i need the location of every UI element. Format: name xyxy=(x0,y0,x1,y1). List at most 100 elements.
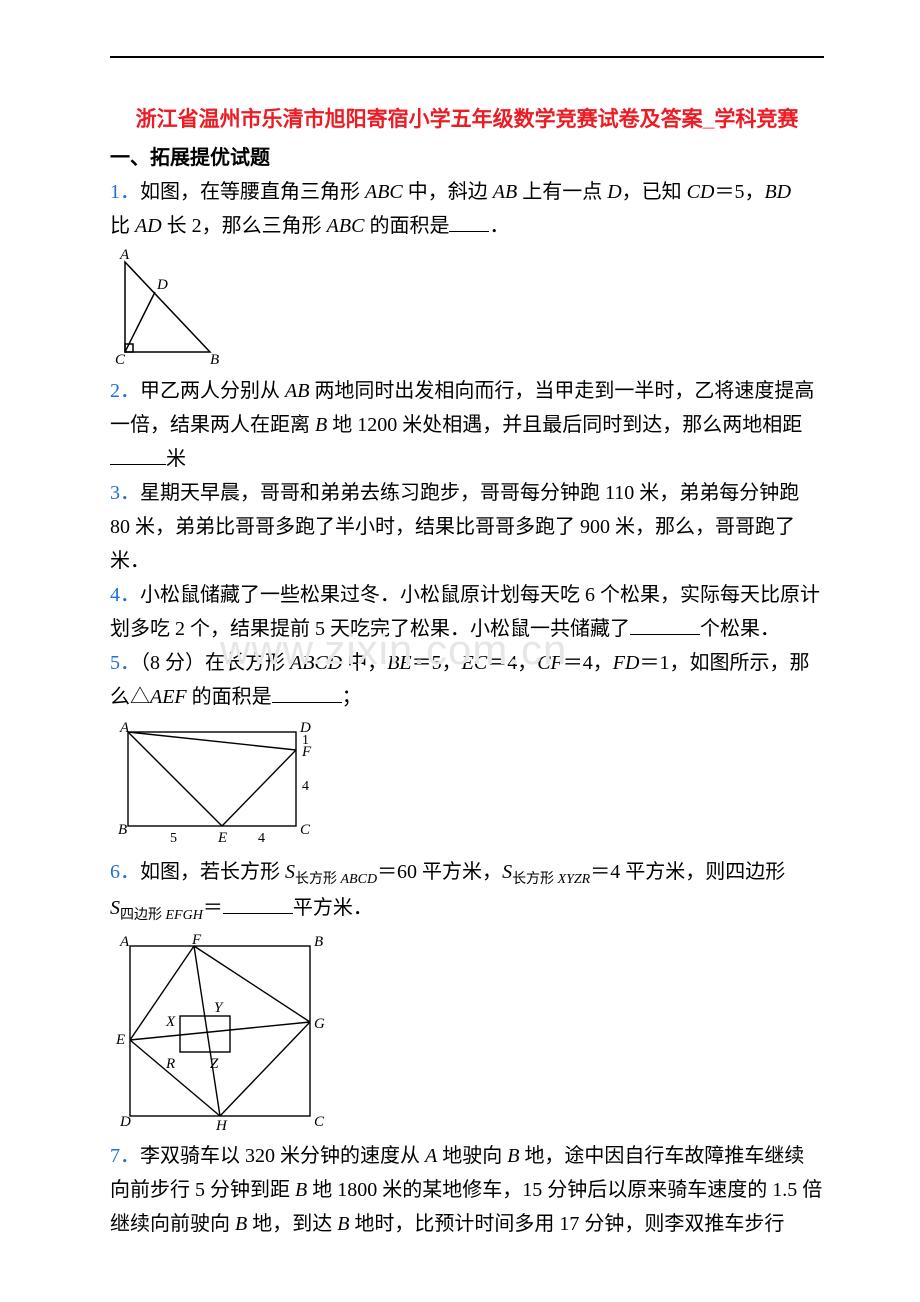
q1-t7: 的面积是 xyxy=(364,215,449,237)
q1-fig-A: A xyxy=(119,247,130,263)
q7-a: A xyxy=(425,1145,437,1167)
q6-s3a: S xyxy=(110,897,120,919)
q7-t2: 地驶向 xyxy=(437,1145,507,1167)
q6-fig-A: A xyxy=(119,934,130,950)
q5-t4: 的面积是 xyxy=(187,686,272,708)
q7-t5: 地，到达 xyxy=(247,1213,337,1235)
q7-b3: B xyxy=(235,1213,247,1235)
q3-num: 3． xyxy=(110,482,140,504)
q6-blank xyxy=(223,894,293,914)
q7-b: B xyxy=(507,1145,519,1167)
q6-fig-G: G xyxy=(314,1016,325,1032)
q5-fig-n4b: 4 xyxy=(258,831,265,846)
q2-t3: 地 1200 米处相遇，并且最后同时到达，那么两地相距 xyxy=(327,414,802,436)
q6-efgh: EFGH xyxy=(166,908,203,923)
q7-t1: 李双骑车以 320 米分钟的速度从 xyxy=(140,1145,425,1167)
q6-v1: ＝60 平方米， xyxy=(377,861,502,883)
q1-t1: 如图，在等腰直角三角形 xyxy=(140,181,365,203)
q2-blank xyxy=(110,445,166,465)
q6-figure: A B C D E F G H X Y Z R xyxy=(110,932,824,1137)
q1-t2: 中，斜边 xyxy=(403,181,493,203)
q5-pts: （8 分） xyxy=(140,652,205,674)
q6-s2a: S xyxy=(502,861,512,883)
q5-figure: A D B C E F 1 4 5 4 xyxy=(110,718,824,853)
q1-fig-B: B xyxy=(210,352,219,367)
q1-t5: 比 xyxy=(110,215,135,237)
question-7: 7．李双骑车以 320 米分钟的速度从 A 地驶向 B 地，途中因自行车故障推车… xyxy=(110,1139,824,1241)
question-2: 2．甲乙两人分别从 AB 两地同时出发相向而行，当甲走到一半时，乙将速度提高一倍… xyxy=(110,374,824,476)
q6-s3b: 四边形 xyxy=(120,908,166,923)
q5-aef: AEF xyxy=(150,686,187,708)
question-5: 5．（8 分）在长方形 ABCD 中，BE＝5，EC＝4，CF＝4，FD＝1，如… xyxy=(110,646,824,714)
q1-dot: ． xyxy=(489,215,509,237)
q6-s1b: 长方形 xyxy=(295,872,341,887)
page-title: 浙江省温州市乐清市旭阳寄宿小学五年级数学竞赛试卷及答案_学科竞赛 xyxy=(110,104,824,137)
q5-fig-n1: 1 xyxy=(302,733,309,748)
top-rule xyxy=(110,56,824,58)
q6-fig-D: D xyxy=(119,1114,131,1130)
q1-t4: ，已知 xyxy=(622,181,687,203)
q1-ab: AB xyxy=(493,181,517,203)
q7-num: 7． xyxy=(110,1145,140,1167)
q6-fig-H: H xyxy=(215,1118,228,1132)
q6-s2b: 长方形 xyxy=(512,872,558,887)
q1-ad: AD xyxy=(135,215,162,237)
question-4: 4．小松鼠储藏了一些松果过冬．小松鼠原计划每天吃 6 个松果，实际每天比原计划多… xyxy=(110,578,824,646)
q5-ec: EC xyxy=(462,652,488,674)
q5-semi: ； xyxy=(342,686,362,708)
q5-fig-B: B xyxy=(118,822,127,838)
q5-fig-A: A xyxy=(119,720,130,736)
q6-fig-B: B xyxy=(314,934,323,950)
q1-d: D xyxy=(607,181,621,203)
q6-abcd: ABCD xyxy=(341,872,378,887)
q1-num: 1． xyxy=(110,181,140,203)
q6-xyzr: XYZR xyxy=(558,872,591,887)
question-3: 3．星期天早晨，哥哥和弟弟去练习跑步，哥哥每分钟跑 110 米，弟弟每分钟跑 8… xyxy=(110,476,824,578)
question-6: 6．如图，若长方形 S长方形 ABCD＝60 平方米，S长方形 XYZR＝4 平… xyxy=(110,855,824,929)
q7-b2: B xyxy=(295,1179,307,1201)
q6-eq: ＝ xyxy=(203,897,223,919)
q1-t3: 上有一点 xyxy=(517,181,607,203)
q1-eq5: ＝5， xyxy=(714,181,764,203)
q5-fig-C: C xyxy=(300,822,311,838)
q5-fig-n5: 5 xyxy=(170,831,177,846)
q6-t1: 如图，若长方形 xyxy=(140,861,285,883)
q6-s1a: S xyxy=(285,861,295,883)
q5-num: 5． xyxy=(110,652,140,674)
q1-abc: ABC xyxy=(365,181,403,203)
q5-v2: ＝4， xyxy=(487,652,537,674)
section-heading: 一、拓展提优试题 xyxy=(110,141,824,175)
q6-fig-X: X xyxy=(165,1014,176,1030)
q4-num: 4． xyxy=(110,584,140,606)
q5-fig-E: E xyxy=(217,830,227,846)
q5-v1: ＝5， xyxy=(412,652,462,674)
q5-abcd: ABCD xyxy=(290,652,342,674)
q1-blank xyxy=(449,212,489,232)
q5-t1: 在长方形 xyxy=(205,652,290,674)
q1-figure: A D C B xyxy=(110,247,824,372)
q2-ab: AB xyxy=(285,380,309,402)
q1-t6: 长 2，那么三角形 xyxy=(162,215,327,237)
q6-fig-R: R xyxy=(165,1056,175,1072)
q5-fd: FD xyxy=(613,652,640,674)
q5-cf: CF xyxy=(537,652,563,674)
q1-fig-D: D xyxy=(156,277,168,293)
q5-be: BE xyxy=(387,652,411,674)
q6-fig-Y: Y xyxy=(214,1000,224,1016)
q2-t1: 甲乙两人分别从 xyxy=(140,380,285,402)
q6-num: 6． xyxy=(110,861,140,883)
q2-b: B xyxy=(315,414,327,436)
q1-cd: CD xyxy=(687,181,715,203)
q5-blank xyxy=(272,683,342,703)
question-1: 1．如图，在等腰直角三角形 ABC 中，斜边 AB 上有一点 D，已知 CD＝5… xyxy=(110,175,824,243)
q5-v4: ＝1， xyxy=(639,652,689,674)
q6-v2: ＝4 平方米，则四边形 xyxy=(590,861,785,883)
q5-t2: 中， xyxy=(342,652,387,674)
q4-blank xyxy=(630,615,700,635)
q3-text: 星期天早晨，哥哥和弟弟去练习跑步，哥哥每分钟跑 110 米，弟弟每分钟跑 80 … xyxy=(110,482,799,572)
q2-unit: 米 xyxy=(166,448,186,470)
q1-bd: BD xyxy=(764,181,791,203)
q7-t6: 地时，比预计时间多用 17 分钟，则李双推车步行 xyxy=(349,1213,784,1235)
q6-fig-E: E xyxy=(115,1032,125,1048)
q6-fig-C: C xyxy=(314,1114,325,1130)
